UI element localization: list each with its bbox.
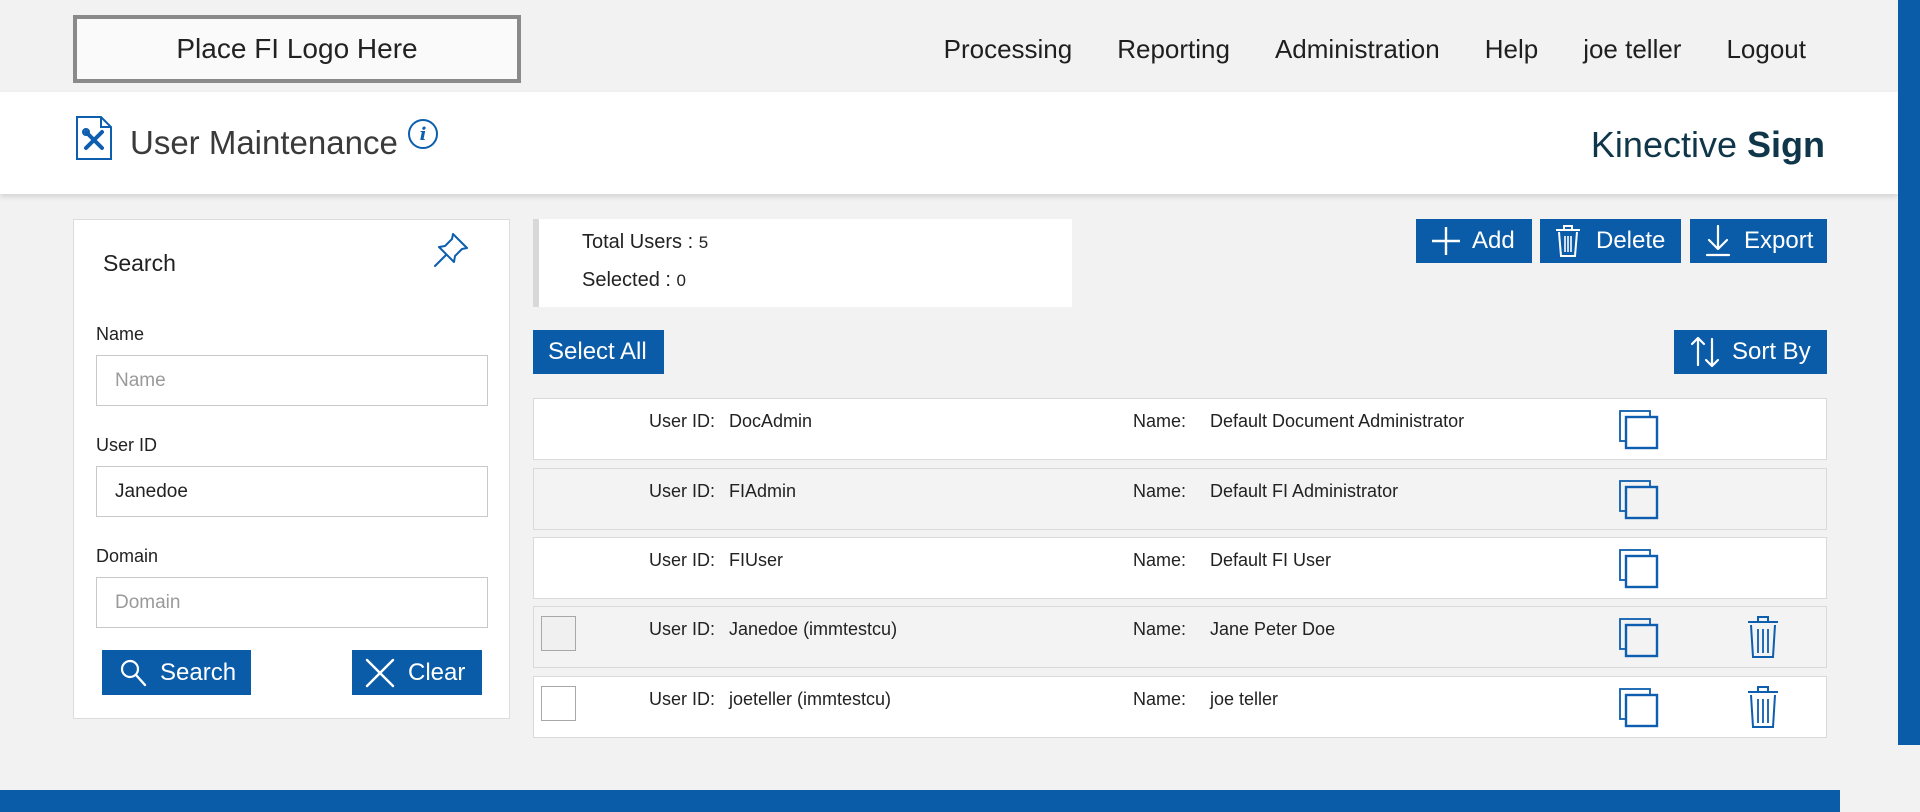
name-value: Default FI User [1210, 550, 1332, 570]
userid-field-label: User ID: [649, 481, 716, 501]
user-row-docadmin[interactable]: User ID: DocAdmin Name: Default Document… [533, 398, 1827, 460]
name-value: joe teller [1210, 689, 1279, 709]
delete-button-label: Delete [1596, 227, 1666, 254]
total-users-value: 5 [698, 233, 709, 252]
row-checkbox[interactable] [541, 686, 576, 721]
copy-icon[interactable] [1618, 548, 1660, 590]
domain-label: Domain [96, 546, 159, 566]
name-field-label: Name: [1133, 550, 1187, 570]
userid-value: Janedoe (immtestcu) [729, 619, 898, 639]
fi-logo-placeholder: Place FI Logo Here [73, 15, 521, 83]
brand-bold: Sign [1747, 124, 1825, 165]
add-button-label: Add [1472, 227, 1515, 254]
search-button-label: Search [160, 658, 237, 686]
user-row-fiadmin[interactable]: User ID: FIAdmin Name: Default FI Admini… [533, 468, 1827, 530]
delete-user-icon[interactable] [1745, 685, 1781, 729]
userid-value: joeteller (immtestcu) [729, 689, 892, 709]
name-field-label: Name: [1133, 411, 1187, 431]
delete-button[interactable]: Delete [1540, 219, 1681, 263]
main-nav: Processing Reporting Administration Help… [944, 34, 1806, 65]
right-edge-bar [1898, 0, 1920, 745]
name-value: Default Document Administrator [1210, 411, 1465, 431]
pin-icon[interactable] [431, 230, 471, 270]
user-row-fiuser[interactable]: User ID: FIUser Name: Default FI User [533, 537, 1827, 599]
name-field-label: Name: [1133, 481, 1187, 501]
search-panel: Search Name User ID Domain Search Clear [73, 219, 510, 719]
nav-processing[interactable]: Processing [943, 34, 1073, 64]
userid-field-label: User ID: [649, 689, 716, 709]
nav-administration[interactable]: Administration [1274, 34, 1440, 64]
selected-value: 0 [676, 271, 686, 290]
user-row-janedoe[interactable]: User ID: Janedoe (immtestcu) Name: Jane … [533, 606, 1827, 668]
clear-button-label: Clear [408, 658, 466, 686]
download-icon [1705, 224, 1731, 257]
user-row-joeteller[interactable]: User ID: joeteller (immtestcu) Name: joe… [533, 676, 1827, 738]
selected-users: Selected : 0 [582, 269, 686, 292]
selected-label: Selected : [582, 269, 677, 291]
userid-label: User ID [96, 435, 158, 455]
row-checkbox[interactable] [541, 616, 576, 651]
sort-by-button[interactable]: Sort By [1674, 330, 1827, 374]
nav-help[interactable]: Help [1484, 34, 1539, 64]
name-field-label: Name: [1133, 619, 1187, 639]
nav-user-profile[interactable]: joe teller [1583, 34, 1682, 64]
trash-icon [1556, 225, 1580, 257]
users-summary: Total Users : 5 Selected : 0 [533, 219, 1072, 307]
userid-field-label: User ID: [649, 411, 716, 431]
total-users: Total Users : 5 [582, 231, 708, 254]
export-button[interactable]: Export [1690, 219, 1827, 263]
userid-value: FIAdmin [729, 481, 797, 501]
userid-value: FIUser [729, 550, 783, 570]
copy-icon[interactable] [1618, 479, 1660, 521]
copy-icon[interactable] [1618, 409, 1660, 451]
export-button-label: Export [1744, 227, 1814, 254]
copy-icon[interactable] [1618, 687, 1660, 729]
userid-field-label: User ID: [649, 619, 716, 639]
name-field-label: Name: [1133, 689, 1187, 709]
domain-input[interactable] [96, 577, 488, 628]
user-maintenance-icon [76, 116, 112, 160]
name-input[interactable] [96, 355, 488, 406]
userid-value: DocAdmin [729, 411, 813, 431]
search-icon [120, 659, 147, 686]
close-icon [365, 658, 395, 687]
userid-field-label: User ID: [649, 550, 716, 570]
plus-icon [1432, 227, 1460, 255]
footer-bar [0, 790, 1840, 812]
sort-by-label: Sort By [1732, 338, 1811, 365]
brand-logo: Kinective Sign [1591, 124, 1825, 166]
sort-icon [1690, 336, 1720, 368]
userid-input[interactable] [96, 466, 488, 517]
page-title: User Maintenance [130, 124, 398, 161]
nav-reporting[interactable]: Reporting [1117, 34, 1230, 64]
copy-icon[interactable] [1618, 617, 1660, 659]
delete-user-icon[interactable] [1745, 615, 1781, 659]
clear-button[interactable]: Clear [352, 650, 482, 695]
name-value: Default FI Administrator [1210, 481, 1399, 501]
name-value: Jane Peter Doe [1210, 619, 1336, 639]
select-all-label: Select All [548, 338, 647, 365]
search-panel-title: Search [103, 250, 176, 276]
title-bar [0, 92, 1898, 194]
total-users-label: Total Users : [582, 231, 699, 253]
top-header: Place FI Logo Here Processing Reporting … [0, 0, 1898, 92]
select-all-button[interactable]: Select All [533, 330, 664, 374]
brand-prefix: Kinective [1590, 124, 1747, 165]
info-icon[interactable]: i [408, 119, 438, 149]
nav-logout[interactable]: Logout [1726, 34, 1806, 64]
name-label: Name [96, 324, 145, 344]
add-button[interactable]: Add [1416, 219, 1532, 263]
search-button[interactable]: Search [102, 650, 251, 695]
